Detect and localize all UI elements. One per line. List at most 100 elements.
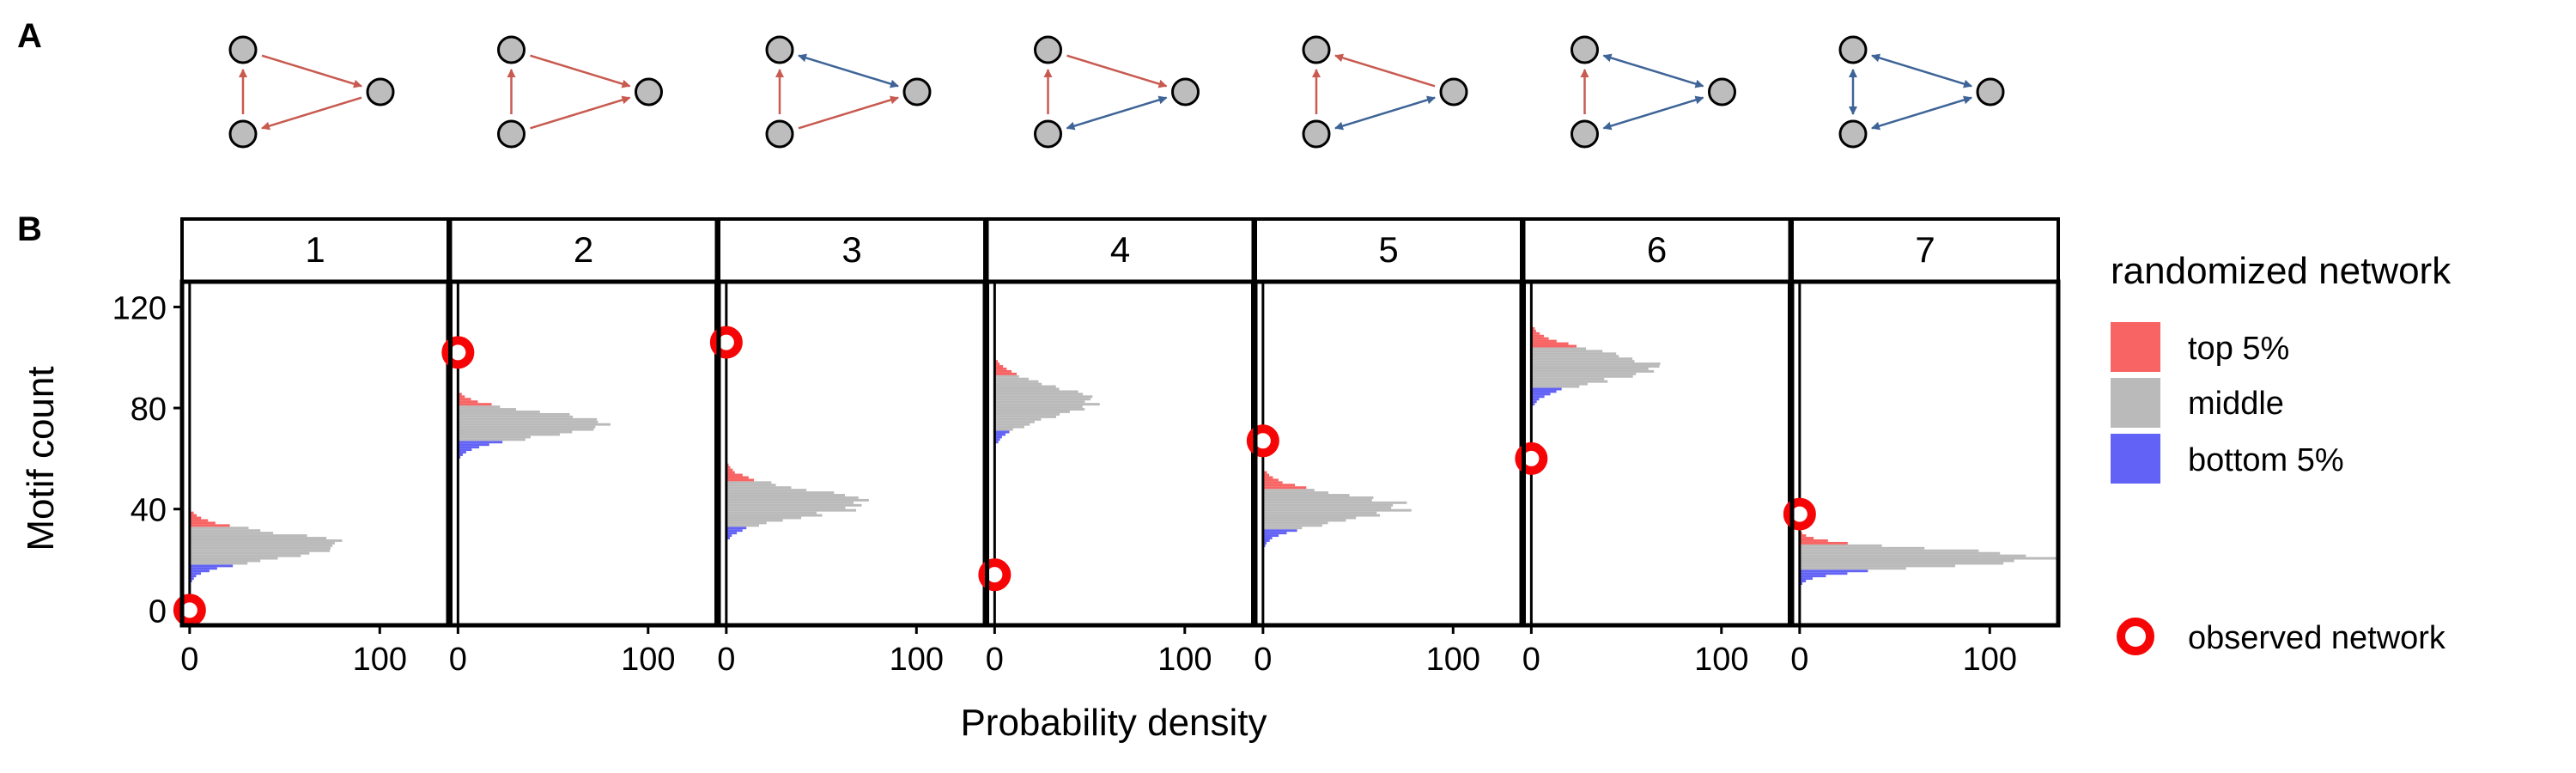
histogram-bar (994, 400, 1085, 404)
motif-7 (1838, 35, 2005, 149)
histogram-bar (1799, 567, 1906, 570)
histogram-bars (458, 393, 611, 459)
histogram-bar (1531, 332, 1540, 335)
histogram-bar (1262, 496, 1374, 499)
y-axis-title: Motif count (20, 366, 62, 551)
facet-strip-label: 2 (574, 229, 593, 270)
histogram-bar (726, 498, 869, 502)
histogram-bars (726, 463, 869, 539)
bidirectional-edge (1334, 95, 1436, 131)
histogram-bar (189, 551, 310, 555)
histogram-bar (1799, 559, 2014, 563)
facet-2: 2 0 100 (441, 217, 719, 678)
histogram-bar (726, 481, 772, 484)
histogram-bar (1531, 334, 1544, 338)
histogram-bar (189, 546, 331, 550)
histogram-bar (458, 448, 472, 452)
histogram-bar (994, 411, 1070, 413)
facet-strip-label: 4 (1110, 229, 1130, 270)
histogram-bar (1531, 380, 1608, 383)
histogram-bar (994, 441, 999, 444)
motif-node (1302, 35, 1331, 64)
motif-node (497, 35, 526, 64)
histogram-bar (1799, 569, 1868, 573)
histogram-bar (1262, 508, 1412, 512)
histogram-bar (726, 519, 783, 522)
motif-6 (1571, 35, 1736, 149)
histogram-bar (1262, 491, 1329, 495)
histogram-bar (994, 408, 1085, 411)
histogram-bar (458, 453, 463, 456)
legend-swatch-top (2111, 322, 2160, 372)
histogram-bar (726, 534, 732, 538)
histogram-bar (1799, 539, 1828, 542)
facet-strip-label: 5 (1378, 229, 1398, 270)
histogram-bar (1262, 489, 1315, 492)
x-tick-label: 0 (449, 642, 467, 678)
histogram-bar (458, 405, 501, 409)
histogram-bar (458, 403, 492, 406)
histogram-bar (994, 428, 1013, 431)
histogram-bar (1262, 501, 1407, 504)
histogram-bar (1531, 385, 1580, 388)
histogram-bar (1799, 580, 1807, 582)
histogram-bar (994, 365, 1004, 368)
facet-5: 5 0 100 (1246, 217, 1524, 678)
histogram-bar (1799, 544, 1882, 547)
histogram-bar (458, 425, 596, 429)
motif-node (228, 119, 258, 149)
histogram-bars (1799, 532, 2058, 585)
histogram-bar (458, 420, 598, 423)
x-tick-label: 100 (353, 642, 407, 678)
histogram-bar (994, 430, 1010, 434)
bidirectional-edge (1066, 95, 1168, 131)
histogram-bar (189, 521, 216, 525)
motif-node (765, 35, 794, 64)
motif-4 (1034, 35, 1200, 149)
x-tick-label: 100 (621, 642, 675, 678)
histogram-bar (1799, 557, 2058, 560)
histogram-bar (189, 534, 307, 538)
motif-node (1571, 119, 1599, 149)
panel-label-a: A (17, 17, 42, 55)
histogram-bar (1531, 339, 1557, 343)
histogram-bar (1531, 387, 1562, 391)
histogram-bar (189, 577, 194, 581)
legend-swatch-middle (2111, 378, 2160, 428)
histogram-bar (1531, 347, 1586, 350)
motif-node (1838, 35, 1868, 64)
histogram-bar (1262, 503, 1394, 507)
histogram-bar (1531, 355, 1619, 358)
histogram-bar (458, 393, 462, 396)
histogram-bar (726, 476, 749, 479)
histogram-bar (189, 524, 230, 527)
histogram-bar (726, 489, 807, 492)
histogram-bar (1262, 519, 1346, 522)
x-tick-label: 0 (986, 642, 1004, 678)
y-tick-label: 80 (131, 392, 167, 428)
histogram-bar (726, 473, 743, 477)
histogram-bar (1799, 534, 1807, 538)
histogram-bar (458, 433, 560, 436)
motif-node (635, 77, 663, 107)
motif-node (1034, 35, 1062, 64)
histogram-bar (1799, 537, 1814, 539)
histogram-bar (994, 360, 999, 363)
histogram-bar (1799, 577, 1813, 581)
histogram-bar (458, 400, 478, 404)
histogram-bar (458, 408, 517, 411)
histogram-bar (458, 451, 466, 453)
histogram-bar (994, 380, 1039, 383)
histogram-bar (458, 443, 489, 447)
facet-panel-border (1522, 279, 1792, 628)
facet-panel-border (1789, 279, 2061, 628)
facet-strip (1790, 217, 2060, 283)
histogram-bar (1531, 382, 1588, 386)
histogram-bar (1531, 362, 1661, 366)
motif-diagrams (228, 35, 2005, 149)
histogram-bar (1531, 403, 1535, 406)
motif-node (1571, 35, 1599, 64)
histogram-bar (726, 514, 823, 517)
motif-node (366, 77, 395, 107)
histogram-bar (726, 537, 730, 539)
